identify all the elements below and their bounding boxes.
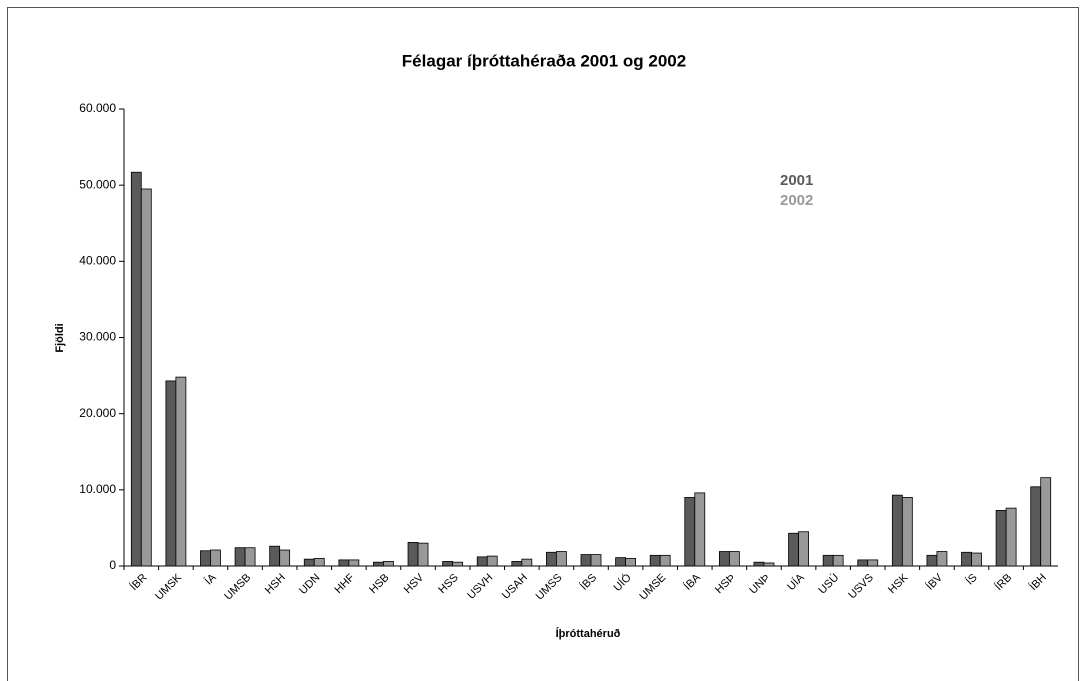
- bar: [200, 550, 211, 567]
- y-tick-label: 40.000: [79, 254, 116, 268]
- bar: [961, 551, 972, 567]
- bar: [580, 554, 592, 567]
- bar: [1040, 477, 1052, 567]
- bar: [407, 541, 419, 567]
- bar: [269, 545, 281, 567]
- bar: [753, 561, 765, 567]
- bar: [546, 551, 557, 567]
- chart-frame: [7, 7, 1079, 681]
- y-tick-label: 10.000: [79, 482, 116, 496]
- y-tick-label: 30.000: [79, 330, 116, 344]
- bar: [798, 531, 809, 567]
- bar: [867, 559, 879, 567]
- bar: [417, 542, 429, 567]
- x-axis-label: Íþróttahéruð: [556, 627, 621, 640]
- bar: [728, 551, 740, 567]
- y-tick-label: 50.000: [79, 177, 116, 191]
- bar: [1005, 507, 1017, 567]
- y-tick-label: 20.000: [79, 406, 116, 420]
- bar: [348, 559, 360, 567]
- bar: [995, 509, 1007, 567]
- legend-entry: 2001: [780, 172, 813, 189]
- bar: [521, 558, 533, 567]
- bar: [338, 559, 350, 567]
- bar: [442, 561, 454, 567]
- bar: [244, 547, 256, 567]
- y-tick-label: 60.000: [79, 101, 116, 115]
- bar: [625, 557, 636, 567]
- bar: [165, 380, 177, 567]
- bar: [511, 561, 523, 567]
- bar: [373, 561, 384, 567]
- bar: [486, 555, 498, 567]
- bar: [718, 551, 730, 567]
- bar: [234, 547, 246, 567]
- bar: [763, 562, 775, 567]
- bar: [279, 549, 291, 567]
- bar: [901, 497, 913, 567]
- bar: [476, 556, 488, 567]
- bar: [383, 561, 394, 567]
- bar: [891, 494, 903, 567]
- bar: [971, 552, 982, 567]
- chart-title: Félagar íþróttahéraða 2001 og 2002: [402, 51, 686, 70]
- bar: [857, 559, 869, 567]
- bar: [615, 557, 626, 567]
- bar: [936, 551, 948, 567]
- bar: [590, 554, 602, 567]
- bar: [210, 549, 221, 567]
- bar: [694, 492, 706, 567]
- bar: [684, 497, 696, 567]
- bar: [130, 171, 142, 567]
- bar: [832, 554, 844, 567]
- bar: [649, 554, 661, 567]
- bar: [1030, 486, 1042, 567]
- legend-entry: 2002: [780, 192, 813, 209]
- bar: [452, 561, 464, 567]
- bar: [175, 376, 187, 567]
- bar: [313, 557, 325, 567]
- bar: [788, 532, 799, 567]
- y-axis-label: Fjöldi: [54, 323, 66, 352]
- bar: [659, 554, 671, 567]
- bar: [140, 188, 152, 567]
- bar: [556, 551, 567, 567]
- y-tick-label: 0: [109, 558, 116, 572]
- bar: [926, 554, 938, 567]
- bar: [822, 554, 834, 567]
- bar: [303, 558, 315, 567]
